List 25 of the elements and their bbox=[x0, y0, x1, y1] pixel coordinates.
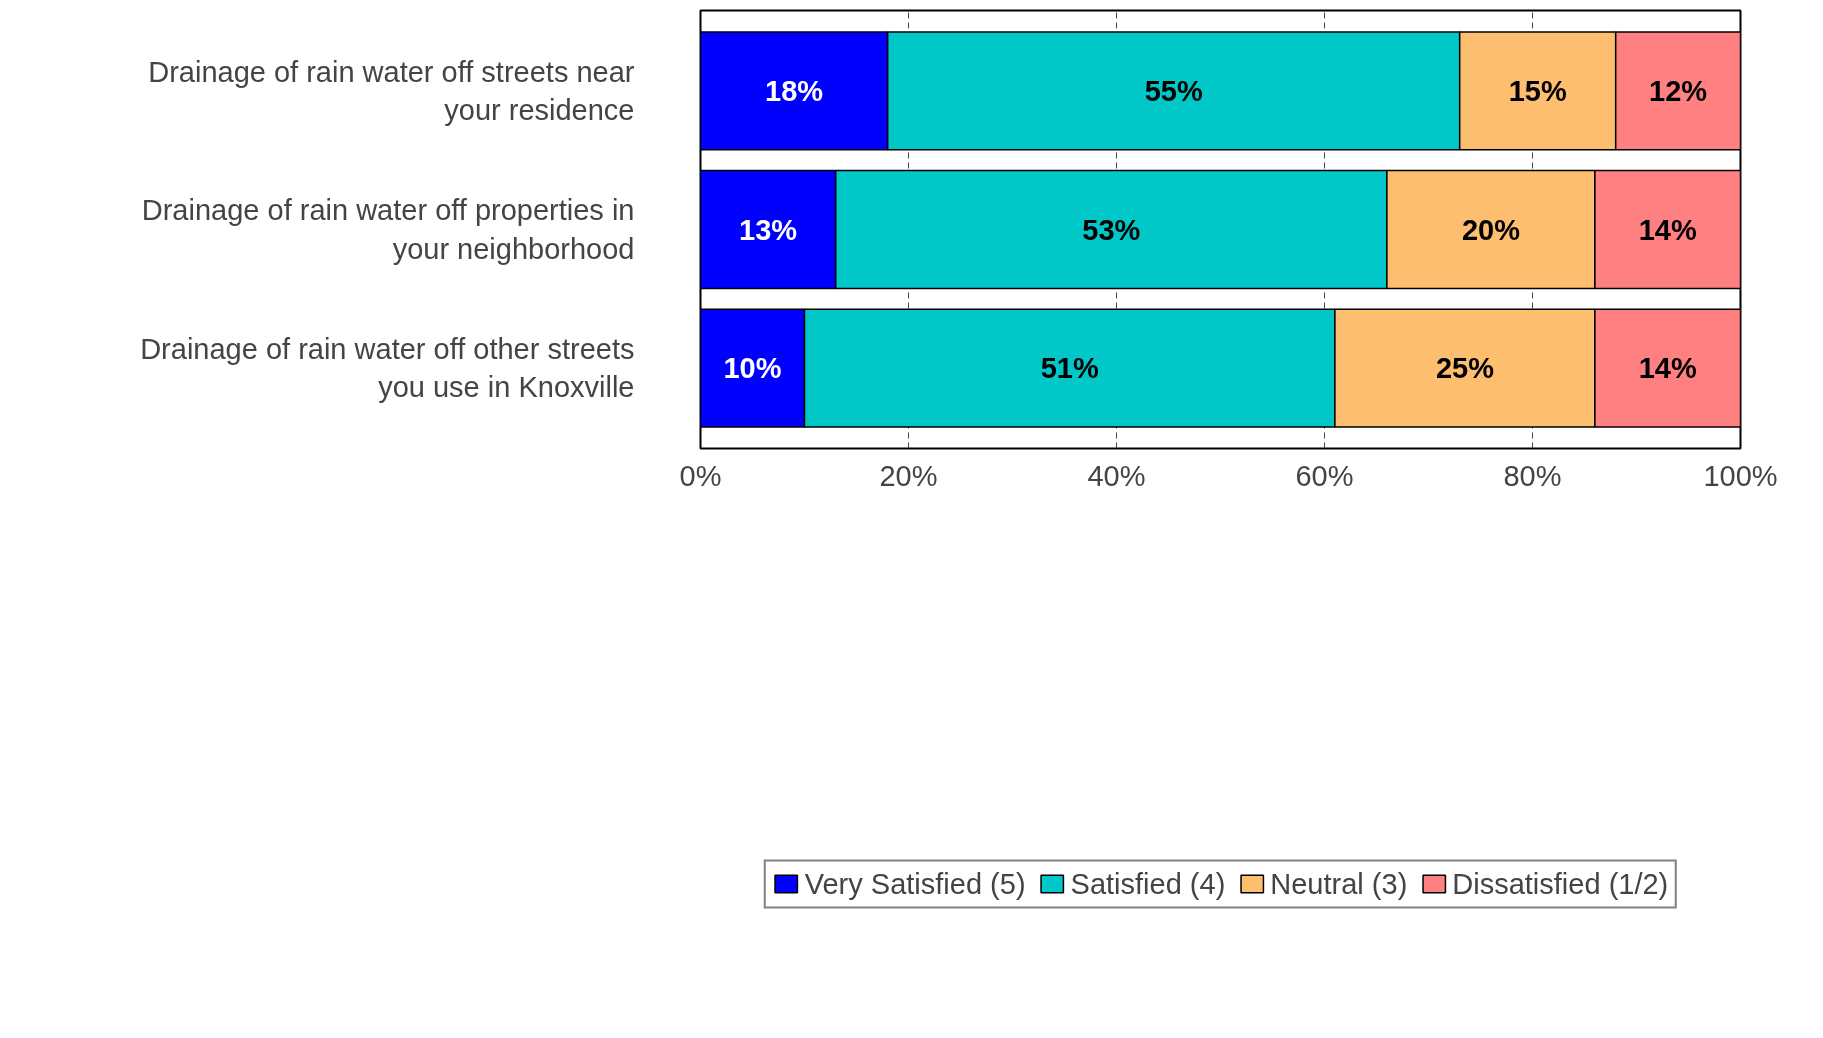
data-label: 12% bbox=[1649, 74, 1708, 107]
data-label: 51% bbox=[1040, 352, 1099, 385]
data-label: 13% bbox=[739, 213, 798, 246]
data-label: 14% bbox=[1638, 352, 1697, 385]
legend-label: Neutral (3) bbox=[1270, 867, 1408, 901]
x-tick-label: 60% bbox=[1295, 459, 1354, 492]
legend-label: Dissatisfied (1/2) bbox=[1452, 867, 1669, 901]
y-tick-label: Drainage of rain water off other streets you use in Knoxville bbox=[140, 332, 635, 404]
data-label: 25% bbox=[1435, 352, 1495, 385]
data-label: 14% bbox=[1638, 213, 1697, 246]
data-label: 53% bbox=[1082, 213, 1141, 246]
x-tick-label: 0% bbox=[679, 459, 722, 492]
x-tick-label: 80% bbox=[1503, 459, 1562, 492]
data-label: 20% bbox=[1461, 213, 1521, 246]
legend-label: Very Satisfied (5) bbox=[804, 867, 1026, 901]
x-tick-label: 20% bbox=[879, 459, 938, 492]
x-tick-label: 100% bbox=[1703, 459, 1778, 492]
y-tick-label: Drainage of rain water off properties in your neighborhood bbox=[141, 194, 635, 265]
data-label: 15% bbox=[1508, 74, 1567, 107]
legend-label: Satisfied (4) bbox=[1070, 867, 1226, 901]
data-label: 10% bbox=[723, 352, 782, 385]
data-label: 18% bbox=[765, 74, 824, 107]
data-label: 55% bbox=[1144, 74, 1203, 107]
x-tick-label: 40% bbox=[1087, 459, 1146, 492]
y-tick-label: Drainage of rain water off streets near your residence bbox=[148, 55, 635, 127]
